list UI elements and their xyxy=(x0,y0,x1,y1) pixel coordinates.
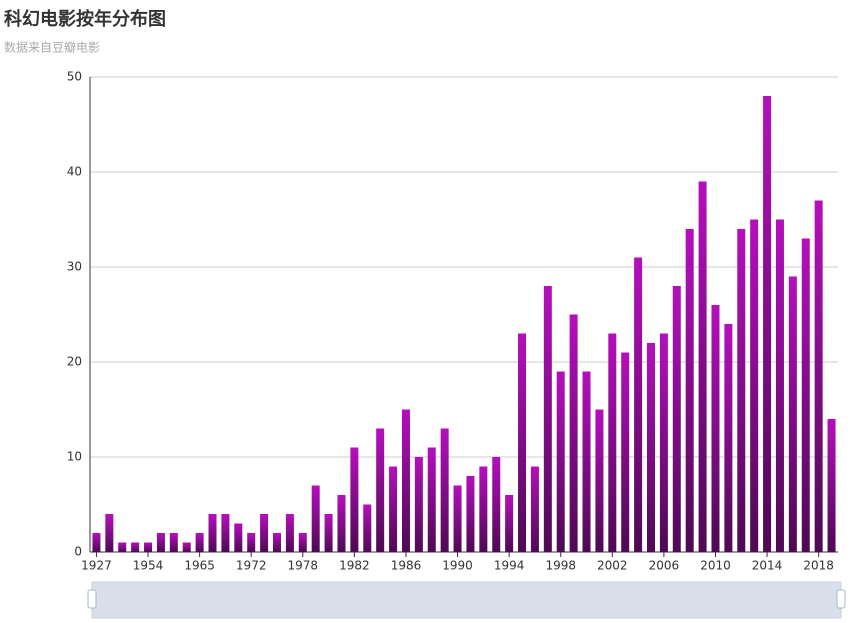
x-tick-label: 1954 xyxy=(133,559,164,573)
slider-range[interactable] xyxy=(91,581,842,619)
y-tick-label: 50 xyxy=(67,70,82,84)
bar xyxy=(569,314,578,552)
slider-handle[interactable] xyxy=(87,589,97,609)
bar xyxy=(298,533,307,552)
bar xyxy=(659,333,668,552)
bar xyxy=(363,504,372,552)
bar xyxy=(221,514,230,552)
x-tick-label: 2018 xyxy=(803,559,834,573)
bar xyxy=(273,533,281,552)
bar xyxy=(582,371,591,552)
bar xyxy=(737,229,746,552)
bar xyxy=(621,352,630,552)
bar xyxy=(466,476,475,552)
bar xyxy=(182,542,191,552)
bar xyxy=(414,457,423,552)
bar xyxy=(144,542,153,552)
bar xyxy=(453,485,462,552)
bar xyxy=(788,276,797,552)
bar xyxy=(337,495,346,552)
x-tick-label: 2006 xyxy=(649,559,680,573)
bar xyxy=(672,286,681,552)
bar xyxy=(234,523,243,552)
y-tick-label: 10 xyxy=(67,450,82,464)
y-tick-label: 40 xyxy=(67,165,82,179)
bar xyxy=(763,96,772,552)
bar xyxy=(711,305,720,552)
data-zoom-slider[interactable] xyxy=(87,581,846,619)
bar xyxy=(634,257,643,552)
chart-subtitle: 数据来自豆瓣电影 xyxy=(4,40,100,55)
bar xyxy=(169,533,178,552)
x-tick-label: 1972 xyxy=(236,559,267,573)
bar xyxy=(530,466,539,552)
bar xyxy=(208,514,217,552)
bar xyxy=(801,238,810,552)
bar xyxy=(492,457,501,552)
chart-title: 科幻电影按年分布图 xyxy=(4,8,166,30)
x-tick-label: 1982 xyxy=(339,559,370,573)
y-tick-label: 20 xyxy=(67,355,82,369)
x-tick-label: 1986 xyxy=(391,559,422,573)
bar xyxy=(608,333,617,552)
bar xyxy=(440,428,449,552)
bar xyxy=(131,542,140,552)
bar xyxy=(350,447,359,552)
bar xyxy=(775,219,784,552)
bar xyxy=(389,466,398,552)
x-tick-label: 1990 xyxy=(442,559,473,573)
y-tick-label: 0 xyxy=(74,545,82,559)
x-tick-label: 2014 xyxy=(752,559,783,573)
bar xyxy=(92,533,101,552)
bar xyxy=(698,181,707,552)
bar xyxy=(324,514,333,552)
bar xyxy=(750,219,759,552)
bar xyxy=(285,514,294,552)
bar xyxy=(556,371,565,552)
x-tick-label: 1978 xyxy=(288,559,319,573)
bar xyxy=(195,533,204,552)
x-tick-label: 2010 xyxy=(700,559,731,573)
bar xyxy=(647,343,655,552)
bar xyxy=(427,447,436,552)
bar xyxy=(814,200,823,552)
bar xyxy=(543,286,552,552)
bar xyxy=(311,485,320,552)
bar xyxy=(401,409,410,552)
y-tick-label: 30 xyxy=(67,260,82,274)
bar xyxy=(518,333,527,552)
bar xyxy=(595,409,604,552)
bar xyxy=(376,428,385,552)
bar xyxy=(685,229,694,552)
bar xyxy=(247,533,256,552)
x-tick-label: 2002 xyxy=(597,559,628,573)
bar xyxy=(105,514,114,552)
slider-handle[interactable] xyxy=(836,589,846,609)
bar xyxy=(156,533,165,552)
bar xyxy=(724,324,733,552)
x-tick-label: 1994 xyxy=(494,559,525,573)
bar xyxy=(479,466,488,552)
bar xyxy=(827,419,836,552)
bar xyxy=(505,495,514,552)
x-tick-label: 1927 xyxy=(81,559,112,573)
bar xyxy=(118,542,127,552)
x-tick-label: 1998 xyxy=(545,559,576,573)
bar xyxy=(260,514,269,552)
x-tick-label: 1965 xyxy=(184,559,215,573)
